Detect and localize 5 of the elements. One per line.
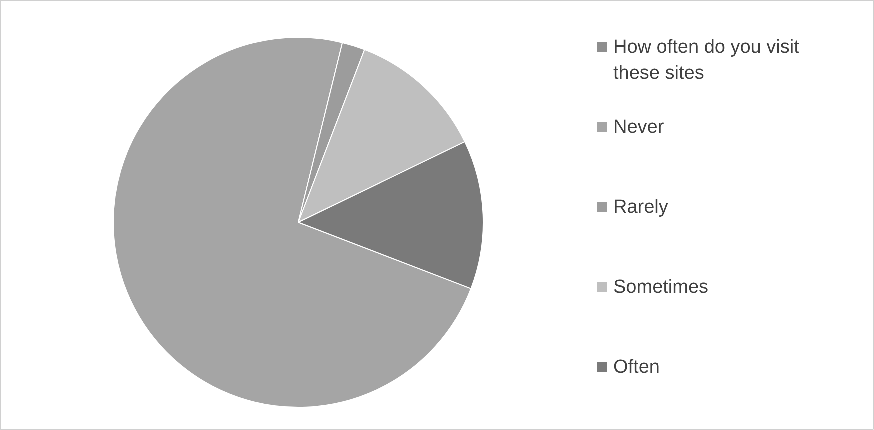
legend-label: Rarely: [614, 197, 669, 218]
legend-label: Never: [614, 117, 665, 138]
legend-label: Often: [614, 357, 660, 378]
legend-label: Sometimes: [614, 277, 709, 298]
legend-label: How often do you visit these sites: [614, 37, 800, 84]
